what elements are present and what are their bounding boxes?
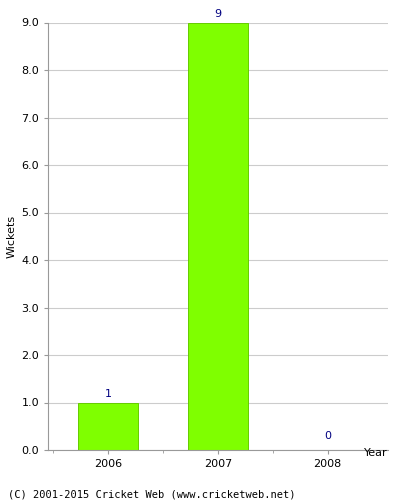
Y-axis label: Wickets: Wickets [7,214,17,258]
Text: 1: 1 [105,388,112,398]
Text: 0: 0 [324,432,331,442]
Text: (C) 2001-2015 Cricket Web (www.cricketweb.net): (C) 2001-2015 Cricket Web (www.cricketwe… [8,490,296,500]
Text: 9: 9 [214,8,222,18]
Bar [78,402,138,450]
Text: Year: Year [364,448,388,458]
Bar [188,22,248,450]
